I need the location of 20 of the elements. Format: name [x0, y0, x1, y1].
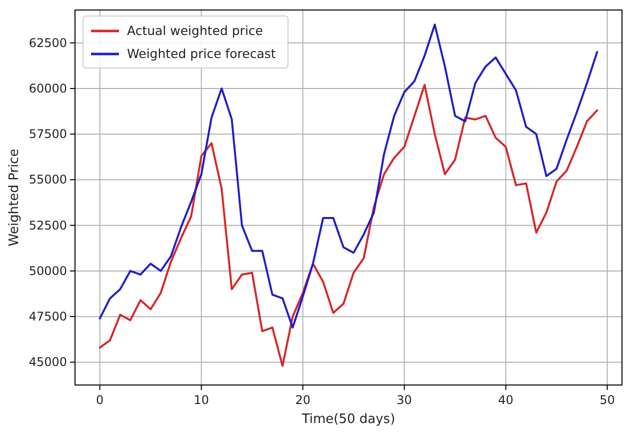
- x-tick-label: 40: [498, 393, 514, 407]
- x-axis-title: Time(50 days): [300, 412, 396, 427]
- y-tick-label: 47500: [28, 310, 67, 324]
- x-tick-label: 30: [396, 393, 412, 407]
- y-tick-label: 45000: [28, 355, 67, 370]
- x-tick-label: 20: [295, 393, 310, 407]
- x-tick-label: 50: [600, 393, 615, 407]
- y-tick-label: 52500: [28, 218, 67, 232]
- y-tick-label: 62500: [28, 36, 67, 50]
- legend-label: Actual weighted price: [127, 23, 264, 38]
- y-axis-title: Weighted Price: [7, 148, 22, 246]
- y-tick-label: 50000: [28, 264, 67, 278]
- line-series: [98, 84, 598, 367]
- x-tick-label: 0: [96, 393, 104, 407]
- line-series: [98, 24, 598, 329]
- y-tick-label: 57500: [28, 127, 67, 142]
- y-tick-label: 60000: [28, 81, 67, 96]
- x-tick-label: 10: [194, 393, 209, 407]
- y-tick-label: 55000: [28, 172, 67, 187]
- legend-label: Weighted price forecast: [127, 46, 276, 61]
